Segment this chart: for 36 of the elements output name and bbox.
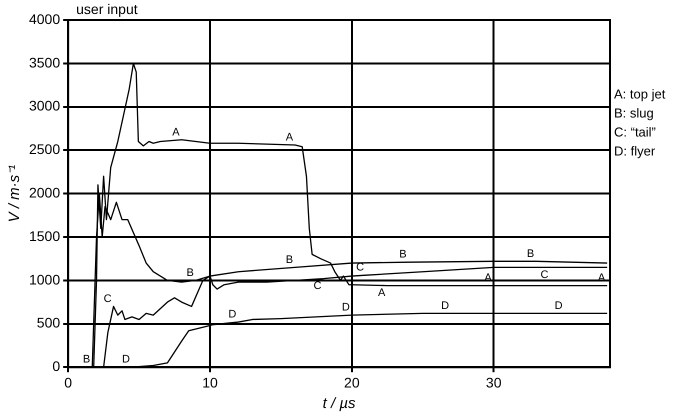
y-tick-label: 0 [52, 358, 60, 374]
annotation: D [342, 302, 350, 314]
x-tick-label: 0 [64, 374, 72, 390]
annotation: B [286, 254, 294, 266]
annotation: C [314, 280, 322, 292]
x-tick-label: 20 [344, 374, 360, 390]
y-tick-label: 1000 [28, 271, 60, 288]
text: A: top jet [614, 86, 666, 102]
y-tick-label: 3000 [28, 98, 60, 114]
y-tick-label: 2500 [28, 141, 60, 158]
annotation: B [82, 354, 90, 366]
annotation: A [286, 132, 294, 144]
chart-title: user input [76, 0, 138, 17]
annotation: B [399, 248, 407, 261]
y-tick-label: 500 [36, 314, 60, 331]
text: C: “tail” [614, 124, 656, 140]
annotation: B [526, 248, 534, 260]
x-tick-label: 30 [486, 374, 502, 390]
y-tick-label: 1500 [28, 228, 60, 244]
text: D: flyer [614, 144, 656, 159]
annotation: D [228, 308, 236, 321]
x-axis-title: t / µs [322, 395, 356, 412]
text: B: slug [614, 106, 654, 121]
x-tick-label: 10 [202, 374, 218, 390]
annotation: B [186, 266, 194, 279]
annotation: D [441, 300, 450, 312]
annotation: D [122, 354, 130, 366]
y-tick-label: 3500 [28, 54, 60, 70]
y-tick-label: 4000 [28, 10, 60, 27]
y-axis-title: V / m·s⁻¹ [6, 164, 24, 222]
annotation: C [540, 268, 548, 281]
annotation: C [104, 292, 112, 305]
annotation: D [554, 300, 563, 312]
y-tick-label: 2000 [28, 184, 60, 200]
annotation: A [378, 287, 386, 300]
annotation: A [172, 126, 180, 138]
